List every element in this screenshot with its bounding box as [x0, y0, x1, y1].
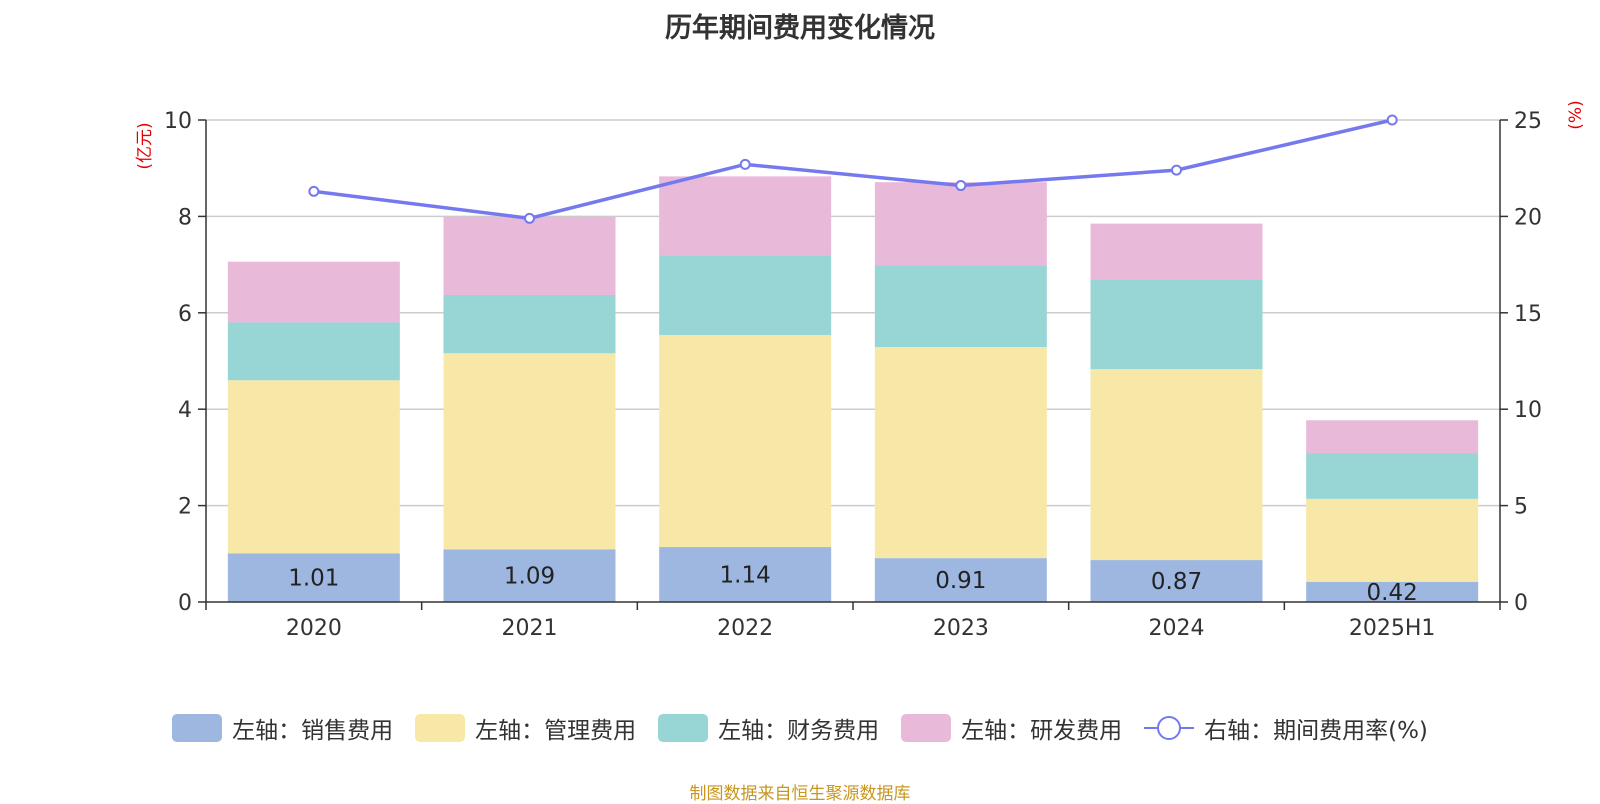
legend-swatch: [172, 714, 223, 742]
right-axis-tick-label: 25: [1514, 109, 1542, 134]
bar-segment: [443, 353, 616, 550]
rate-point: [524, 212, 535, 224]
gridlines: [206, 119, 1500, 507]
source-note: 制图数据来自恒生聚源数据库: [689, 784, 911, 804]
rate-point: [739, 158, 751, 170]
bar-segment: [659, 334, 832, 548]
bar-segment: [659, 547, 832, 602]
bar-segment: [443, 216, 616, 295]
bar-segment: [227, 380, 400, 554]
bar-segment: [659, 255, 832, 335]
rate-point: [308, 185, 320, 197]
left-axis-tick-label: 6: [178, 302, 192, 327]
x-axis-label: 2024: [1149, 616, 1205, 641]
x-axis-label: 2020: [286, 616, 342, 641]
x-axis-label: 2025H1: [1349, 616, 1436, 641]
bar-segment: [227, 261, 400, 323]
right-axis-tick-label: 20: [1514, 205, 1542, 230]
bar-segment: [874, 347, 1047, 559]
bar-segment: [443, 294, 616, 354]
left-axis-unit: (亿元): [135, 122, 155, 169]
bar-data-label: 0.42: [1367, 580, 1418, 606]
legend-line-marker: [1144, 716, 1195, 740]
legend-item[interactable]: 右轴：期间费用率(%): [1144, 711, 1428, 745]
axes: 0 2 4 6 8 10 0 5 10 15 20 25 2020 2021 2022 2023 2024 202…: [135, 100, 1586, 641]
legend-label: 左轴：财务费用: [718, 718, 880, 744]
x-axis-label: 2021: [502, 616, 558, 641]
bar-data-label: 1.14: [720, 563, 771, 589]
legend: 左轴：销售费用 左轴：管理费用 左轴：财务费用 左轴：研发费用 右轴：期间费用率(%): [0, 708, 1600, 748]
legend-circle: [1157, 716, 1182, 740]
right-axis-tick-label: 5: [1514, 495, 1528, 520]
x-axis-label: 2023: [933, 616, 989, 641]
rate-point: [1171, 164, 1182, 176]
legend-item[interactable]: 左轴：财务费用: [658, 711, 879, 745]
bar-segment: [874, 265, 1047, 348]
bar-data-label: 1.09: [504, 564, 555, 590]
bar-segment: [659, 176, 832, 256]
line-series: [308, 114, 1398, 224]
right-axis-unit: (%): [1566, 100, 1586, 129]
legend-label: 右轴：期间费用率(%): [1204, 718, 1428, 744]
bar-segment: [1306, 498, 1479, 582]
legend-swatch: [415, 714, 466, 742]
legend-swatch: [901, 714, 952, 742]
bar-segment: [227, 553, 400, 602]
bar-segment: [1090, 560, 1263, 602]
left-axis-tick-label: 2: [178, 495, 192, 520]
right-axis-tick-label: 0: [1514, 591, 1528, 616]
right-axis-tick-label: 15: [1514, 302, 1542, 327]
bar-segment: [1090, 223, 1263, 281]
bar-data-label: 1.01: [288, 566, 339, 592]
right-axis-tick-label: 10: [1514, 398, 1542, 423]
rate-point: [955, 180, 967, 192]
chart-canvas: 0 2 4 6 8 10 0 5 10 15 20 25 2020 2021 2022 2023 2024 202…: [135, 100, 1586, 641]
legend-label: 左轴：研发费用: [961, 718, 1123, 744]
legend-label: 左轴：管理费用: [475, 718, 637, 744]
left-axis-tick-label: 10: [164, 109, 192, 134]
bar-segment: [1306, 581, 1479, 602]
bar-segment: [443, 549, 616, 602]
bar-segment: [227, 322, 400, 381]
bar-data-label: 0.87: [1151, 569, 1202, 595]
legend-swatch: [658, 714, 709, 742]
chart-title: 历年期间费用变化情况: [665, 13, 935, 44]
legend-label: 左轴：销售费用: [232, 718, 394, 744]
bar-segment: [874, 558, 1047, 602]
bar-segment: [1090, 369, 1263, 561]
bar-segment: [1306, 420, 1479, 454]
left-axis-tick-label: 0: [178, 591, 192, 616]
bar-segment: [1306, 453, 1479, 499]
rate-point: [1386, 114, 1398, 126]
left-axis-tick-label: 4: [178, 398, 192, 423]
bar-segment: [1090, 280, 1263, 370]
data-labels: 1.01 1.09 1.14 0.91 0.87 0.42: [288, 563, 1418, 606]
bar-series: [227, 176, 1479, 602]
bar-segment: [874, 182, 1047, 266]
legend-item[interactable]: 左轴：管理费用: [415, 711, 636, 745]
rate-line: [313, 118, 1393, 221]
legend-item[interactable]: 左轴：研发费用: [901, 711, 1122, 745]
bar-data-label: 0.91: [935, 568, 986, 594]
x-axis-label: 2022: [717, 616, 773, 641]
left-axis-tick-label: 8: [178, 205, 192, 230]
legend-item[interactable]: 左轴：销售费用: [172, 711, 393, 745]
